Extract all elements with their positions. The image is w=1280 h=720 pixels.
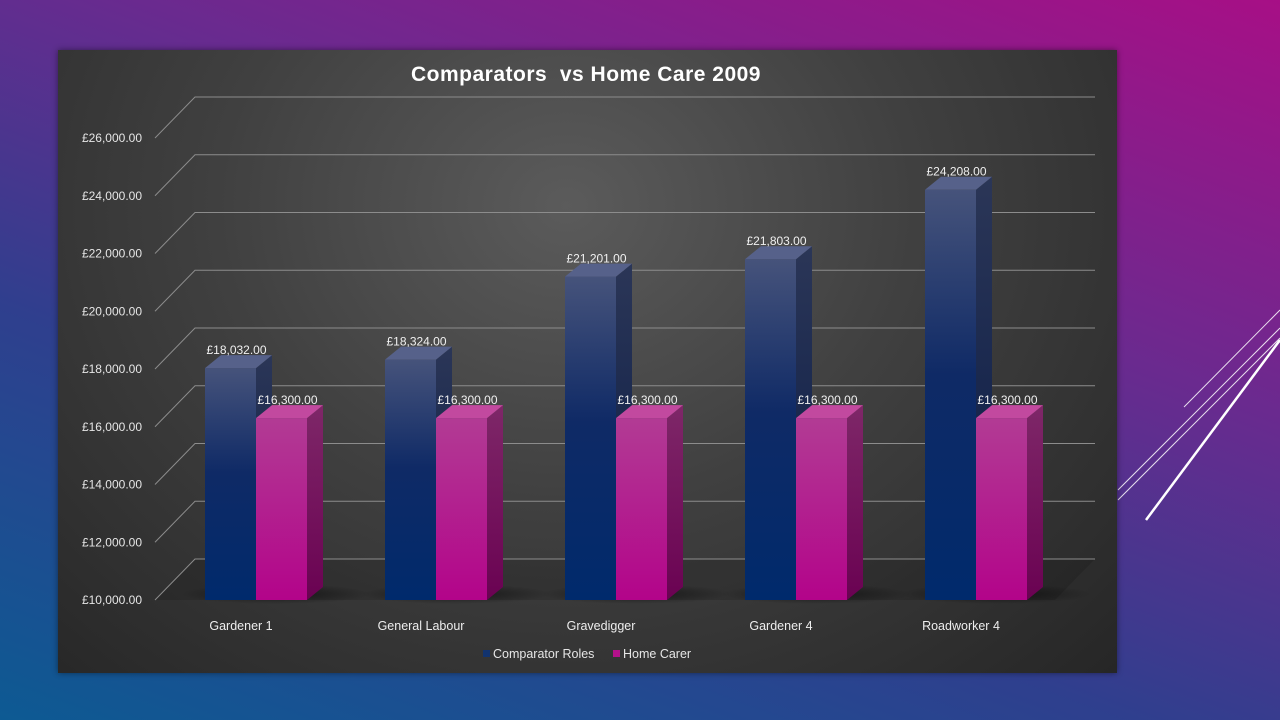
bar-home-carer bbox=[436, 418, 487, 600]
bar-comparator bbox=[385, 359, 436, 600]
data-label-comparator: £18,324.00 bbox=[386, 335, 446, 349]
data-label-home-carer: £16,300.00 bbox=[797, 393, 857, 407]
bar-home-carer-top bbox=[616, 405, 683, 419]
bar-chart: Comparators vs Home Care 2009 £10,000.00… bbox=[82, 63, 1095, 661]
legend-label-comparator: Comparator Roles bbox=[493, 647, 594, 661]
bar-home-carer bbox=[616, 418, 667, 600]
y-tick-label: £20,000.00 bbox=[82, 304, 142, 318]
data-label-home-carer: £16,300.00 bbox=[437, 393, 497, 407]
y-tick-label: £22,000.00 bbox=[82, 247, 142, 261]
y-tick-label: £12,000.00 bbox=[82, 535, 142, 549]
x-category-label: Gardener 1 bbox=[209, 619, 272, 633]
legend-swatch-comparator bbox=[483, 650, 490, 657]
bar-home-carer bbox=[976, 418, 1027, 600]
chart-panel: Comparators vs Home Care 2009 £10,000.00… bbox=[58, 50, 1117, 673]
bar-home-carer-side bbox=[307, 405, 323, 600]
y-tick-label: £26,000.00 bbox=[82, 131, 142, 145]
bar-home-carer-top bbox=[796, 405, 863, 419]
data-label-home-carer: £16,300.00 bbox=[977, 393, 1037, 407]
legend-label-home-carer: Home Carer bbox=[623, 647, 691, 661]
bar-comparator bbox=[925, 189, 976, 600]
y-tick-label: £10,000.00 bbox=[82, 593, 142, 607]
x-category-label: Gravedigger bbox=[567, 619, 636, 633]
y-tick-label: £24,000.00 bbox=[82, 189, 142, 203]
y-tick-label: £14,000.00 bbox=[82, 478, 142, 492]
bar-home-carer bbox=[256, 418, 307, 600]
bar-home-carer-side bbox=[1027, 405, 1043, 600]
bar-home-carer-side bbox=[487, 405, 503, 600]
legend-swatch-home-carer bbox=[613, 650, 620, 657]
x-category-label: Gardener 4 bbox=[749, 619, 812, 633]
data-label-comparator: £18,032.00 bbox=[206, 343, 266, 357]
bars: £18,032.00 £16,300.00 £18,324.00 £16,300.00… bbox=[181, 165, 1091, 604]
bar-comparator bbox=[565, 276, 616, 600]
bar-home-carer-top bbox=[976, 405, 1043, 419]
data-label-comparator: £24,208.00 bbox=[926, 165, 986, 179]
bar-home-carer-side bbox=[667, 405, 683, 600]
bar-comparator-top bbox=[205, 355, 272, 369]
bar-home-carer-top bbox=[436, 405, 503, 419]
bar-comparator-top bbox=[745, 246, 812, 260]
bar-comparator-top bbox=[925, 176, 992, 190]
x-category-label: General Labour bbox=[378, 619, 465, 633]
gridline bbox=[154, 212, 1095, 254]
chart-title: Comparators vs Home Care 2009 bbox=[411, 63, 761, 86]
bar-home-carer bbox=[796, 418, 847, 600]
bar-home-carer-top bbox=[256, 405, 323, 419]
gridline bbox=[154, 96, 1095, 139]
bar-comparator-top bbox=[565, 263, 632, 277]
x-axis: Gardener 1 General Labour Gravedigger Garde… bbox=[209, 619, 1000, 633]
data-label-home-carer: £16,300.00 bbox=[617, 393, 677, 407]
y-tick-label: £18,000.00 bbox=[82, 362, 142, 376]
data-label-home-carer: £16,300.00 bbox=[257, 393, 317, 407]
bar-comparator bbox=[205, 368, 256, 600]
bar-comparator bbox=[745, 259, 796, 600]
data-label-comparator: £21,803.00 bbox=[746, 234, 806, 248]
gridline bbox=[154, 154, 1095, 197]
bar-home-carer-side bbox=[847, 405, 863, 600]
legend: Comparator Roles Home Carer bbox=[483, 647, 691, 661]
bar-comparator-top bbox=[385, 346, 452, 360]
y-axis: £10,000.00 £12,000.00 £14,000.00 £16,000.00… bbox=[82, 131, 142, 607]
x-category-label: Roadworker 4 bbox=[922, 619, 1000, 633]
decorative-diagonal-lines bbox=[1117, 309, 1280, 521]
y-tick-label: £16,000.00 bbox=[82, 420, 142, 434]
data-label-comparator: £21,201.00 bbox=[566, 252, 626, 266]
